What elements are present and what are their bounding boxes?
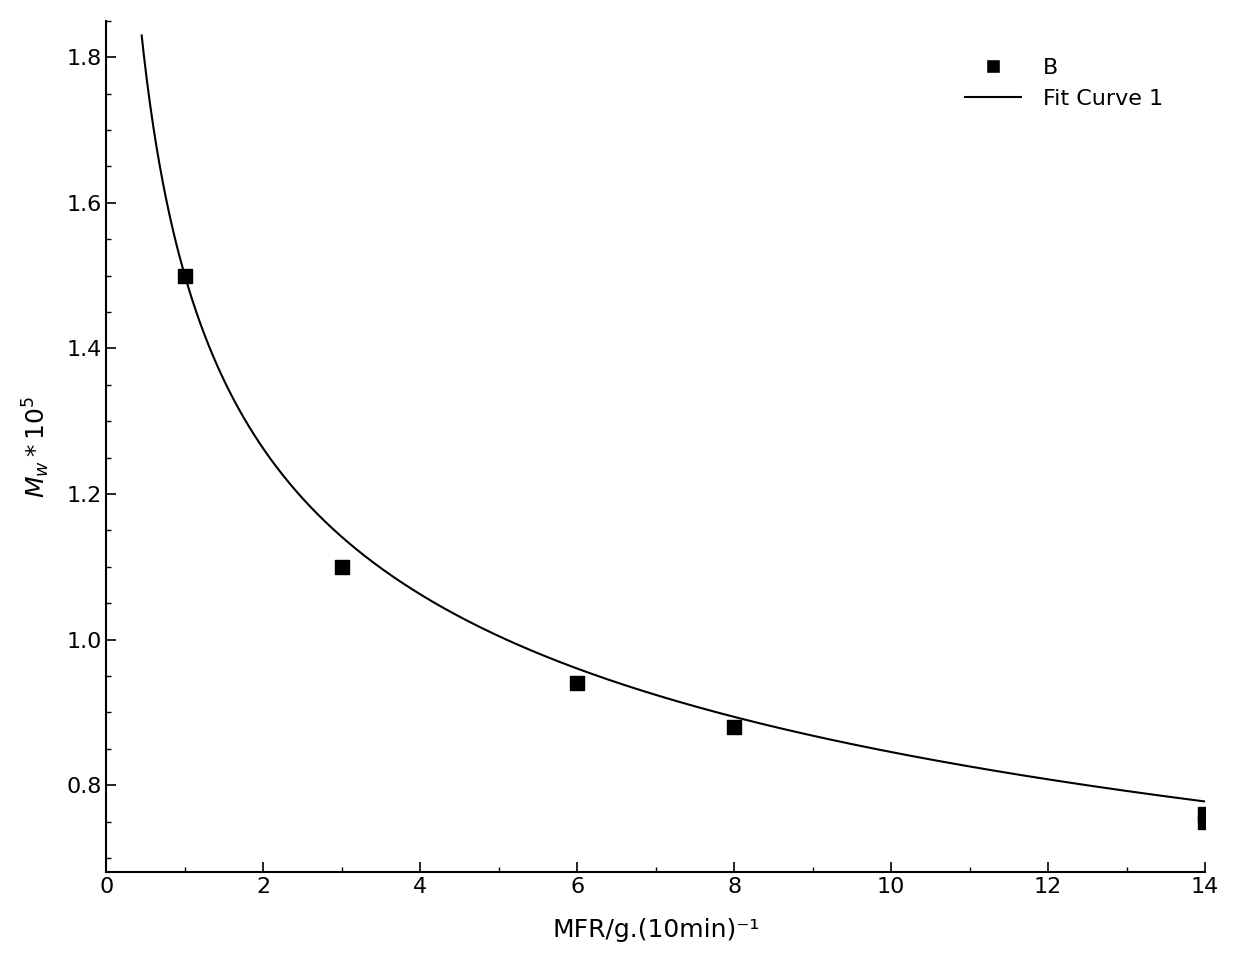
Point <box>724 719 744 735</box>
Legend: B, Fit Curve 1: B, Fit Curve 1 <box>956 49 1172 117</box>
Point <box>1195 814 1215 829</box>
Point <box>568 675 588 690</box>
Y-axis label: $M_w*10^5$: $M_w*10^5$ <box>21 396 52 498</box>
Point <box>1195 807 1215 822</box>
X-axis label: MFR/g.(10min)⁻¹: MFR/g.(10min)⁻¹ <box>552 918 759 942</box>
Point <box>175 268 195 283</box>
Point <box>332 560 352 575</box>
